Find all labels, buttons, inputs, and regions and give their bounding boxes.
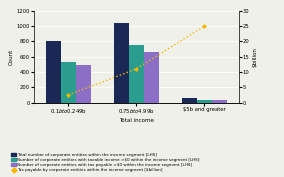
Bar <box>76 65 91 103</box>
Bar <box>129 45 144 103</box>
Bar <box>46 41 61 103</box>
Bar <box>212 100 227 103</box>
Y-axis label: Count: Count <box>9 48 14 65</box>
Bar <box>144 52 159 103</box>
Bar <box>114 23 129 103</box>
Y-axis label: $billion: $billion <box>252 47 257 67</box>
Legend: Total number of corporate entities within the income segment [LHS], Number of co: Total number of corporate entities withi… <box>11 152 201 173</box>
Bar <box>182 98 197 103</box>
X-axis label: Total income: Total income <box>119 118 154 123</box>
Bar <box>61 62 76 103</box>
Bar <box>197 100 212 103</box>
